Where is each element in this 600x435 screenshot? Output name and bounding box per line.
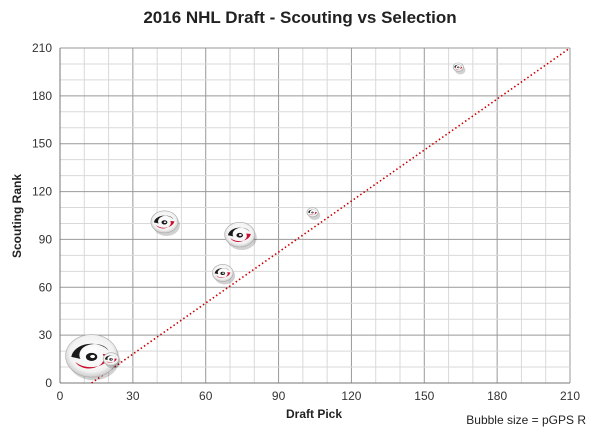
y-tick-label: 60 [39, 280, 53, 294]
bubble-point [65, 334, 120, 381]
y-tick-label: 30 [39, 328, 53, 342]
bubble-point [224, 221, 257, 251]
y-tick-label: 90 [39, 232, 53, 246]
x-tick-label: 150 [414, 389, 434, 403]
x-tick-label: 210 [560, 389, 580, 403]
y-tick-label: 120 [32, 185, 52, 199]
x-tick-label: 30 [126, 389, 140, 403]
chart-title: 2016 NHL Draft - Scouting vs Selection [143, 8, 457, 27]
x-tick-label: 90 [272, 389, 286, 403]
x-tick-label: 0 [57, 389, 64, 403]
bubble-point [212, 264, 236, 285]
bubble-point [306, 207, 321, 220]
y-tick-label: 150 [32, 137, 52, 151]
x-axis-label: Draft Pick [286, 407, 342, 421]
bubble-size-note: Bubble size = pGPS R [466, 413, 586, 427]
y-tick-label: 210 [32, 41, 52, 55]
x-tick-label: 120 [341, 389, 361, 403]
bubble-point [150, 210, 180, 236]
y-tick-label: 0 [45, 376, 52, 390]
bubble-point [452, 62, 466, 75]
x-tick-label: 180 [487, 389, 507, 403]
reference-line [91, 47, 571, 384]
y-axis-label: Scouting Rank [10, 174, 24, 258]
x-tick-label: 60 [199, 389, 213, 403]
y-tick-label: 180 [32, 89, 52, 103]
bubble-point [102, 352, 121, 369]
